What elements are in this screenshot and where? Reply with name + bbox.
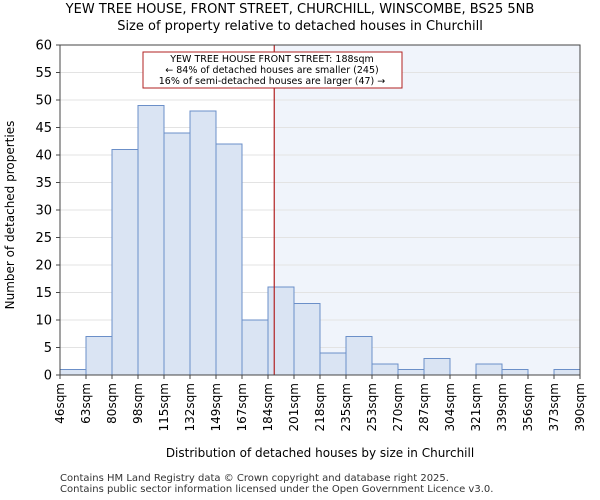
histogram-bar [111,149,139,376]
x-tick-label: 304sqm [443,383,457,431]
histogram-bar [215,143,243,376]
x-tick-label: 167sqm [235,383,249,431]
y-tick-label: 25 [35,231,52,246]
histogram-bar [241,319,269,376]
x-tick-label: 98sqm [131,383,145,424]
histogram-bar [423,358,451,376]
y-tick-label: 10 [35,314,52,329]
x-tick-label: 356sqm [521,383,535,431]
footer-licence: Contains public sector information licen… [60,484,494,495]
x-tick-label: 115sqm [157,383,171,431]
x-tick-label: 235sqm [339,383,353,431]
y-tick-label: 60 [35,39,52,54]
x-tick-label: 63sqm [79,383,93,424]
y-tick-label: 45 [35,121,52,136]
x-tick-label: 339sqm [495,383,509,431]
annotation-line-1: YEW TREE HOUSE FRONT STREET: 188sqm [169,54,374,65]
histogram-bar [553,369,581,376]
y-tick-label: 20 [35,259,52,274]
histogram-bar [319,352,347,376]
y-tick-label: 35 [35,176,52,191]
y-tick-label: 50 [35,94,52,109]
x-tick-label: 373sqm [547,383,561,431]
y-tick-label: 15 [35,286,52,301]
x-tick-label: 201sqm [287,383,301,431]
x-tick-label: 149sqm [209,383,223,431]
x-tick-label: 321sqm [469,383,483,431]
chart-title-address: YEW TREE HOUSE, FRONT STREET, CHURCHILL,… [65,2,535,17]
x-tick-label: 132sqm [183,383,197,431]
histogram-bar [85,336,113,376]
histogram-bar [371,363,399,376]
x-tick-label: 218sqm [313,383,327,431]
y-tick-label: 5 [44,341,52,356]
histogram-bar [475,363,503,376]
x-tick-label: 46sqm [53,383,67,424]
footer-copyright: Contains HM Land Registry data © Crown c… [60,473,449,484]
histogram-bar [293,303,321,376]
histogram-bar [189,110,217,376]
y-tick-label: 55 [35,66,52,81]
histogram-bar [345,336,373,376]
chart-title: Size of property relative to detached ho… [117,19,483,34]
histogram-bar [163,132,191,376]
annotation-line-3: 16% of semi-detached houses are larger (… [159,76,386,87]
annotation-box [142,51,403,89]
histogram-bar [501,369,529,376]
x-tick-label: 287sqm [417,383,431,431]
histogram-bar [59,369,87,376]
x-axis-label: Distribution of detached houses by size … [166,446,474,460]
y-axis-label: Number of detached properties [3,121,17,310]
x-tick-label: 270sqm [391,383,405,431]
x-tick-label: 184sqm [261,383,275,431]
x-tick-label: 253sqm [365,383,379,431]
y-tick-label: 30 [35,204,52,219]
x-tick-label: 390sqm [573,383,587,431]
y-tick-label: 0 [44,369,52,384]
y-tick-label: 40 [35,149,52,164]
annotation-line-2: ← 84% of detached houses are smaller (24… [165,65,378,76]
histogram-bar [397,369,425,376]
histogram-bar [267,286,295,376]
x-tick-label: 80sqm [105,383,119,424]
histogram-bar [137,105,165,376]
